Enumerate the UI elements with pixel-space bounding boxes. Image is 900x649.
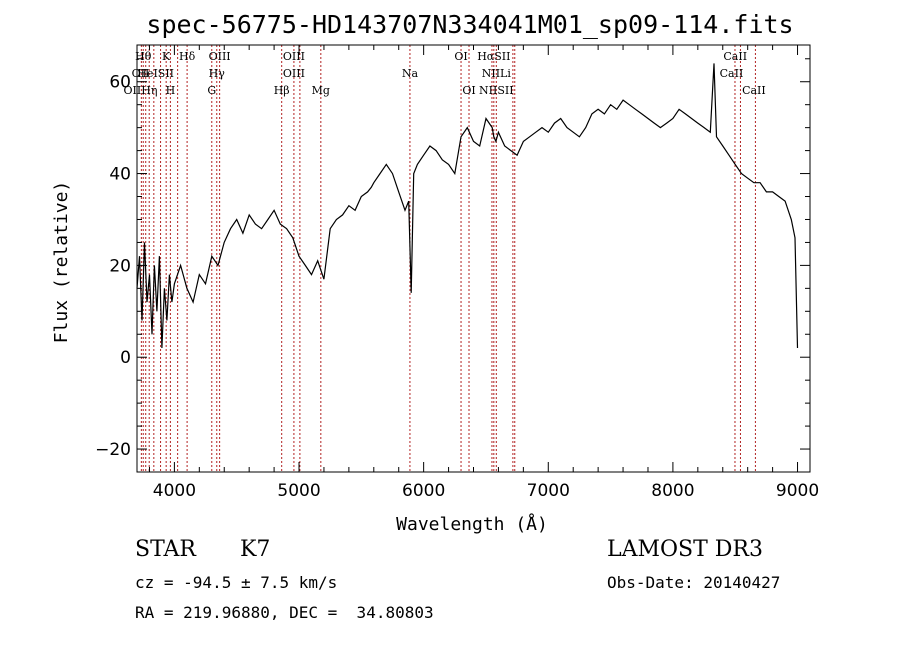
spectral-line-label: NIILi [482, 67, 512, 80]
redshift-text: cz = -94.5 ± 7.5 km/s [135, 573, 338, 592]
spectral-line-label: HeISII [137, 67, 174, 80]
y-tick-label: −20 [95, 440, 131, 460]
spectral-line-label: OI [454, 50, 467, 63]
x-tick-label: 5000 [277, 481, 320, 501]
series-layer [136, 63, 799, 349]
spectral-line-label: OII [132, 67, 150, 80]
spectral-line-label: Hγ [209, 67, 226, 80]
plot-frame [136, 44, 811, 473]
spectral-lines: Hθ OII OIIHη K HeISII H Hδ OIII Hγ G OIII OIII Hβ Mg N… [124, 45, 766, 472]
y-tick-label: 0 [120, 348, 131, 368]
spectral-line-label: Mg [312, 84, 330, 97]
object-class: STAR [135, 537, 196, 562]
chart-title: spec-56775-HD143707N334041M01_sp09-114.f… [146, 10, 793, 39]
x-tick-label: 4000 [153, 481, 196, 501]
axes: 4000 5000 6000 7000 8000 9000 −20 0 20 40 60 [95, 44, 819, 501]
x-tick-label: 7000 [527, 481, 570, 501]
obs-date: Obs-Date: 20140427 [607, 573, 781, 592]
spectral-line-label: Na [402, 67, 419, 80]
x-tick-label: 9000 [776, 481, 819, 501]
spectral-line-label: HαSII [477, 50, 510, 63]
object-subclass: K7 [240, 537, 271, 562]
spectrum-series-line [136, 63, 799, 349]
y-tick-label: 40 [109, 165, 131, 185]
spectral-line-label: OIII [283, 50, 305, 63]
spectral-line-label: CaII [720, 67, 744, 80]
y-tick-label: 60 [109, 73, 131, 93]
spectral-line-label: Hβ [274, 84, 290, 97]
spectral-line-label: OI [462, 84, 475, 97]
spectral-line-label: Hθ [135, 50, 152, 63]
y-axis-label: Flux (relative) [51, 181, 72, 344]
spectral-line-label: NIISII [479, 84, 514, 97]
x-tick-label: 6000 [402, 481, 445, 501]
spectral-line-label: OIII [283, 67, 305, 80]
spectral-line-label: OIIHη [124, 84, 158, 97]
spectral-line-label: OIII [209, 50, 231, 63]
survey-name: LAMOST DR3 [607, 537, 763, 562]
spectral-line-label: Hδ [179, 50, 196, 63]
x-tick-label: 8000 [651, 481, 694, 501]
y-tick-label: 20 [109, 256, 131, 276]
spectral-line-label: H [166, 84, 176, 97]
spectral-line-label: G [207, 84, 216, 97]
coordinates: RA = 219.96880, DEC = 34.80803 [135, 603, 434, 622]
spectral-line-label: K [162, 50, 171, 63]
spectral-line-label: CaII [742, 84, 766, 97]
spectral-line-label: CaII [723, 50, 747, 63]
x-axis-label: Wavelength (Å) [396, 513, 548, 535]
